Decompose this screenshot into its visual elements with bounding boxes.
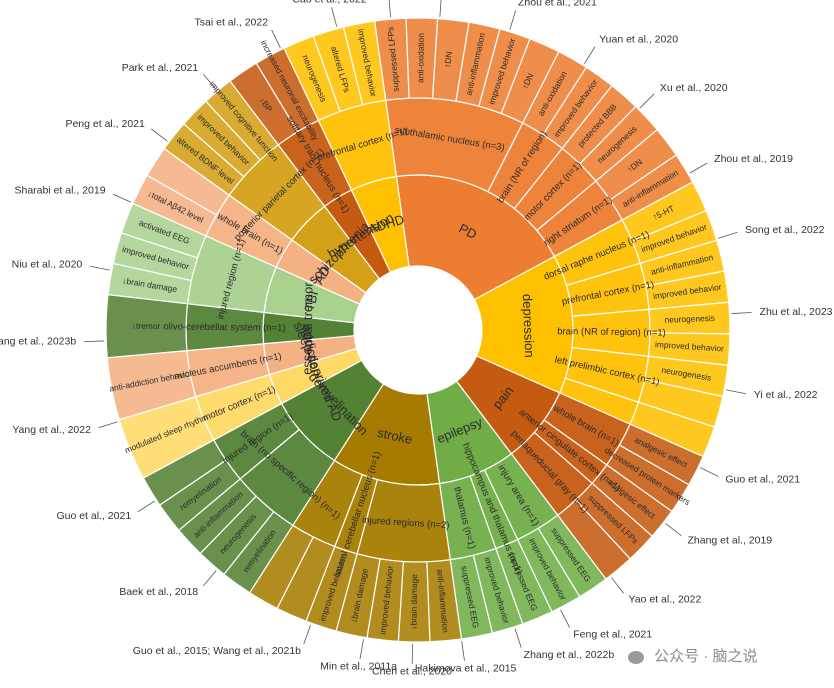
effect-segment-improved-behavior <box>342 20 387 106</box>
citation-label: Hakimova et al., 2015 <box>415 662 517 674</box>
disease-label-pd: PD <box>456 221 479 243</box>
citation-label: Peng et al., 2021 <box>65 118 145 130</box>
citation-label: Guo et al., 2021 <box>56 510 131 522</box>
ring-segments <box>105 17 731 643</box>
citation-leader-line <box>137 500 155 513</box>
citation-label: Guo et al., 2015; Wang et al., 2021b <box>133 645 301 657</box>
effect-label-dn: ↑DN <box>442 51 454 68</box>
citation-label: Zhang et al., 2022b <box>524 649 615 661</box>
citation-leader-line <box>151 128 168 142</box>
citation-leader-line <box>98 421 118 429</box>
citation-leader-line <box>84 340 105 343</box>
citation-leader-line <box>718 231 738 239</box>
citation-leader-line <box>203 570 217 587</box>
citation-label: Zhou et al., 2019 <box>714 153 793 165</box>
effect-label-improved-behavior: improved behavior <box>655 339 725 353</box>
citation-label: Baek et al., 2018 <box>119 586 198 598</box>
citation-label: Sharabi et al., 2019 <box>14 185 105 197</box>
watermark-text: 公众号 · 脑之说 <box>654 648 758 665</box>
center-hole <box>354 266 482 394</box>
citation-label: Feng et al., 2021 <box>573 629 652 641</box>
citation-label: Yang et al., 2022 <box>12 424 91 436</box>
effect-label-neurogenesis: neurogenesis <box>664 313 715 325</box>
disease-label-stroke: stroke <box>376 425 414 447</box>
citation-leader-line <box>731 312 752 314</box>
citation-leader-line <box>90 265 110 271</box>
region-label-brain-nr-of-region-n-1: brain (NR of region) (n=1) <box>557 326 666 338</box>
effect-label-anti-oxidation: anti-oxidation <box>415 33 426 83</box>
citation-leader-line <box>388 0 392 18</box>
region-label-injured-regions-n-2: injured regions (n=2) <box>362 515 450 531</box>
citation-leader-line <box>331 7 338 27</box>
citation-label: Chen et al., 2020 <box>372 666 452 678</box>
citation-leader-line <box>509 10 517 30</box>
citation-leader-line <box>700 467 719 477</box>
citation-leader-line <box>726 389 746 395</box>
citation-leader-line <box>303 624 311 644</box>
citation-leader-line <box>359 639 364 659</box>
citation-leader-line <box>665 523 682 536</box>
watermark: 公众号 · 脑之说 <box>628 645 758 666</box>
citation-leader-line <box>639 93 655 109</box>
citation-leader-line <box>271 29 281 48</box>
citation-label: Zhou et al., 2021 <box>518 0 597 9</box>
citation-label: Guo et al., 2021 <box>725 474 800 486</box>
disease-label-depression: depression <box>520 294 537 358</box>
citation-label: Xu et al., 2020 <box>660 82 728 94</box>
effect-label-tremor: ↓tremor <box>132 321 161 331</box>
citation-leader-line <box>112 193 132 203</box>
citation-leader-line <box>584 46 596 64</box>
citation-label: Park et al., 2021 <box>122 62 199 74</box>
citation-leader-line <box>203 73 217 90</box>
citation-leader-line <box>514 628 522 648</box>
citation-label: Yuan et al., 2020 <box>599 34 678 46</box>
effect-label-brain-damage: ↓brain damage <box>409 574 420 630</box>
citation-label: Yi et al., 2022 <box>754 389 818 401</box>
citation-leader-line <box>689 162 708 174</box>
citation-leader-line <box>461 640 465 661</box>
citation-label: Wang et al., 2023b <box>0 336 76 348</box>
disease-label-tbi: TBI <box>301 289 321 312</box>
disease-label-essential-tremor: essential tremor <box>299 282 315 375</box>
citation-label: Zhu et al., 2023 <box>760 306 833 318</box>
citation-label: Tsai et al., 2022 <box>195 16 269 28</box>
region-label-olivo-cerebellar-system-n-1: olivo-cerebellar system (n=1) <box>163 321 285 334</box>
citation-leader-line <box>439 0 442 17</box>
citation-label: Zhang et al., 2019 <box>687 534 772 546</box>
citation-leader-line <box>611 577 624 594</box>
citation-label: Song et al., 2022 <box>745 224 825 236</box>
citation-label: Min et al., 2011a <box>320 661 397 673</box>
citation-label: Niu et al., 2020 <box>12 259 83 271</box>
citation-label: Yao et al., 2022 <box>629 593 702 605</box>
wechat-icon <box>628 650 644 664</box>
citation-label: Cao et al., 2022 <box>292 0 366 5</box>
citation-leader-line <box>560 609 570 628</box>
